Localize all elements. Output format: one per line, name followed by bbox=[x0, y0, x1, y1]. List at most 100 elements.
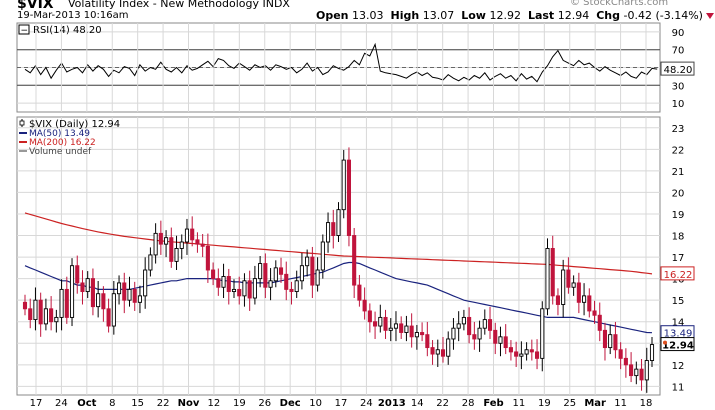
candle-up bbox=[404, 325, 409, 333]
high-value: 13.07 bbox=[422, 9, 455, 22]
candle-up bbox=[268, 280, 273, 288]
last-value: 12.94 bbox=[557, 9, 590, 22]
x-tick-label: Oct bbox=[77, 398, 96, 409]
candle-down bbox=[352, 235, 357, 286]
open-value: 13.03 bbox=[352, 9, 384, 22]
candle-up bbox=[414, 332, 419, 338]
candle-up bbox=[43, 308, 48, 325]
candle-down bbox=[237, 288, 242, 297]
price-tick-label: 22 bbox=[672, 145, 685, 156]
candle-up bbox=[388, 327, 393, 331]
candle-up bbox=[305, 256, 310, 267]
price-value-label: 16.22 bbox=[664, 270, 693, 281]
candle-up bbox=[231, 288, 237, 293]
candle-down bbox=[399, 323, 404, 333]
candle-down bbox=[618, 349, 623, 359]
candle-up bbox=[252, 278, 257, 299]
candle-down bbox=[90, 278, 95, 308]
chart-credit: © StockCharts.com bbox=[570, 0, 669, 8]
x-tick-label: 17 bbox=[30, 398, 43, 409]
candle-down bbox=[200, 243, 205, 247]
candle-up bbox=[498, 336, 503, 344]
candle-up bbox=[446, 338, 451, 357]
candle-down bbox=[289, 288, 294, 293]
candle-up bbox=[545, 248, 550, 310]
candle-down bbox=[566, 269, 571, 288]
candle-up bbox=[341, 159, 346, 211]
candle-down bbox=[555, 295, 560, 305]
x-tick-label: Nov bbox=[178, 398, 200, 409]
candle-down bbox=[310, 256, 315, 286]
x-tick-label: 12 bbox=[208, 398, 221, 409]
candle-down bbox=[587, 295, 592, 312]
candle-down bbox=[158, 232, 163, 245]
quote-summary: Open 13.03 High 13.07 Low 12.92 Last 12.… bbox=[316, 9, 714, 22]
candle-down bbox=[629, 364, 634, 377]
price-tick-label: 20 bbox=[672, 188, 685, 199]
rsi-title: RSI(14) 48.20 bbox=[33, 25, 102, 36]
x-tick-label: 14 bbox=[411, 398, 424, 409]
price-label-box bbox=[660, 337, 695, 352]
x-tick-label: 26 bbox=[258, 398, 271, 409]
candle-down bbox=[28, 308, 33, 321]
open-label: Open bbox=[316, 9, 349, 22]
x-tick-label: Mar bbox=[584, 398, 606, 409]
candle-up bbox=[174, 248, 179, 262]
candle-up bbox=[649, 344, 655, 361]
candle-down bbox=[132, 288, 137, 303]
candle-up bbox=[519, 353, 524, 357]
candle-down bbox=[529, 349, 534, 353]
candle-up bbox=[294, 280, 299, 293]
candle-down bbox=[106, 308, 111, 327]
x-tick-label: Dec bbox=[280, 398, 301, 409]
candle-up bbox=[137, 295, 143, 303]
candle-down bbox=[38, 299, 43, 325]
candle-down bbox=[503, 336, 508, 349]
candle-down bbox=[122, 282, 127, 301]
price-tick-label: 14 bbox=[672, 318, 685, 329]
x-tick-label: 24 bbox=[55, 398, 68, 409]
rsi-tick-label: 70 bbox=[672, 46, 685, 57]
price-label-box bbox=[660, 266, 695, 281]
candle-down bbox=[226, 276, 231, 293]
candle-down bbox=[211, 269, 216, 280]
candle-down bbox=[205, 245, 210, 271]
candle-up bbox=[221, 276, 226, 288]
candle-down bbox=[331, 222, 336, 236]
x-tick-label: 18 bbox=[640, 398, 653, 409]
x-tick-label: 22 bbox=[436, 398, 449, 409]
candle-down bbox=[373, 321, 378, 327]
rsi-current-box bbox=[660, 61, 695, 76]
candle-down bbox=[493, 329, 498, 344]
rsi-current-label: 48.20 bbox=[664, 65, 693, 76]
candle-up bbox=[482, 319, 487, 329]
candle-down bbox=[602, 329, 608, 349]
x-tick-label: 22 bbox=[157, 398, 170, 409]
legend-candle-icon bbox=[19, 120, 25, 126]
candle-down bbox=[190, 228, 195, 241]
candle-up bbox=[143, 269, 148, 297]
candle-down bbox=[592, 310, 597, 316]
price-value-label: 13.49 bbox=[664, 329, 693, 340]
chart-date: 19-Mar-2013 10:16am bbox=[17, 10, 129, 21]
candle-up bbox=[326, 222, 331, 243]
candle-up bbox=[315, 269, 320, 286]
candle-up bbox=[258, 263, 263, 280]
candle-up bbox=[540, 308, 545, 359]
chart-instrument-name: Volatility Index - New Methodology INDX bbox=[68, 0, 290, 10]
candle-up bbox=[148, 254, 153, 271]
candle-down bbox=[430, 347, 435, 355]
candle-up bbox=[33, 299, 38, 321]
candle-up bbox=[393, 323, 399, 329]
x-tick-label: 2013 bbox=[378, 398, 406, 409]
candle-down bbox=[22, 301, 28, 310]
last-label: Last bbox=[527, 9, 555, 22]
candle-up bbox=[164, 237, 169, 245]
candle-down bbox=[535, 351, 540, 359]
candle-down bbox=[169, 237, 174, 262]
price-tick-label: 19 bbox=[672, 210, 685, 221]
candle-up bbox=[59, 288, 64, 318]
x-tick-label: 24 bbox=[360, 398, 373, 409]
candle-down bbox=[278, 267, 284, 275]
legend-label: MA(50) 13.49 bbox=[29, 129, 90, 139]
